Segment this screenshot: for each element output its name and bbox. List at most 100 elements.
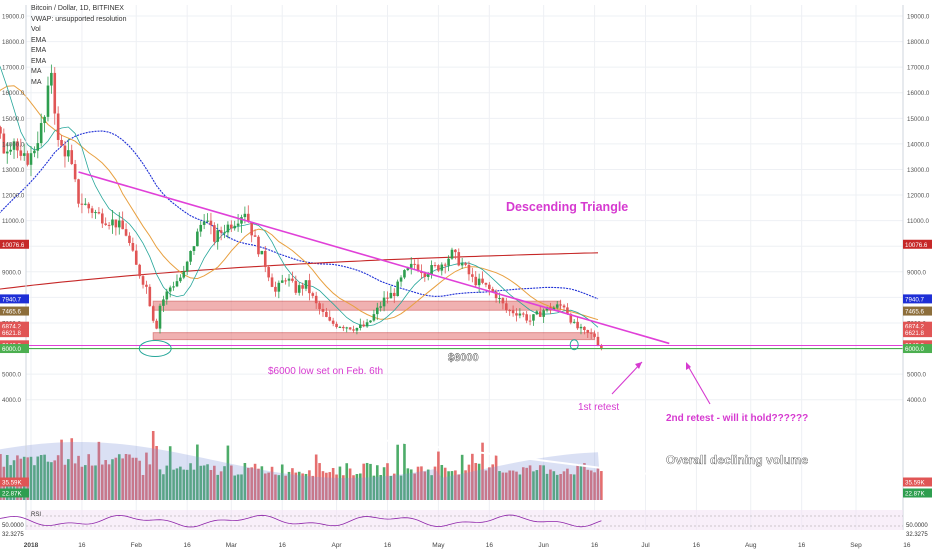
indicator-ema-1[interactable]: EMA (31, 36, 47, 44)
candle-body (369, 320, 372, 323)
candle-body (60, 139, 63, 146)
volume-bar (498, 471, 501, 500)
volume-bar (443, 467, 447, 500)
candle-body (236, 223, 240, 226)
indicator-vol[interactable]: Vol (31, 26, 41, 33)
volume-bar (233, 475, 236, 500)
price-tag-right (903, 239, 932, 249)
volume-bar (240, 474, 243, 500)
candle-body (331, 320, 335, 324)
volume-bar (196, 444, 199, 500)
price-tag-left (0, 306, 29, 316)
candle-body (430, 265, 433, 275)
rsi-line (0, 514, 602, 528)
volume-bar (365, 462, 369, 500)
y-tick-right: 19000.0 (907, 14, 930, 21)
candle-body (359, 324, 362, 328)
volume-bar (253, 463, 257, 500)
x-tick-label: Mar (226, 542, 238, 549)
candle-body (328, 316, 332, 321)
volume-bar (515, 471, 518, 500)
candle-body (5, 151, 9, 154)
candle-body (314, 295, 318, 304)
indicator-vwap[interactable]: VWAP: unsupported resolution (31, 15, 127, 23)
volume-bar (552, 471, 556, 500)
candle-body (396, 281, 399, 297)
candle-body (488, 284, 491, 289)
candle-body (162, 299, 165, 306)
volume-bar (179, 466, 182, 500)
symbol-title[interactable]: Bitcoin / Dollar, 1D, BITFINEX (31, 5, 124, 12)
volume-bar (185, 469, 189, 500)
volume-bar (206, 464, 209, 500)
volume-bar (46, 461, 50, 500)
candle-body (311, 293, 315, 296)
volume-bar (589, 470, 593, 500)
candle-body (382, 297, 386, 307)
candle-body (481, 278, 484, 283)
candle-body (138, 264, 141, 277)
indicator-ma-2[interactable]: MA (31, 78, 42, 86)
volume-bar (325, 472, 328, 500)
candle-body (521, 313, 525, 315)
candle-body (63, 145, 67, 157)
y-tick-left: 17000.0 (2, 65, 25, 72)
candle-body (84, 203, 87, 205)
volume-tag-label-left: 35.59K (2, 480, 22, 487)
volume-bar (308, 470, 311, 500)
price-tag-label-right: 6874.2 (905, 324, 924, 331)
candle-body (209, 220, 213, 226)
candle-body (97, 212, 101, 214)
candle-body (165, 291, 169, 300)
volume-bar (579, 465, 583, 500)
candle-body (325, 311, 328, 317)
candle-body (202, 221, 206, 225)
ema-20-line (0, 85, 599, 321)
volume-bar (53, 460, 57, 500)
volume-bar (104, 460, 107, 500)
indicator-ema-2[interactable]: EMA (31, 47, 47, 54)
candle-body (16, 141, 19, 151)
candle-body (372, 314, 376, 321)
volume-bar (375, 465, 379, 500)
candle-body (114, 219, 118, 228)
volume-bar (460, 454, 464, 500)
candle-body (335, 323, 338, 328)
volume-bar (593, 472, 596, 500)
candle-body (291, 278, 294, 281)
volume-bar (263, 473, 267, 500)
price-tag-label-left: 7940.7 (2, 296, 21, 303)
x-tick-label: Apr (331, 542, 342, 549)
volume-ma-area (0, 442, 602, 500)
price-tag-label-right: 6000.0 (905, 346, 924, 353)
candle-body (22, 153, 26, 156)
volume-bar (505, 472, 508, 500)
candle-body (426, 274, 430, 277)
triangle-label: Descending Triangle (506, 200, 628, 214)
level-6000-label: $6000 (448, 352, 479, 364)
candle-body (525, 314, 528, 321)
indicator-ma-1[interactable]: MA (31, 68, 42, 75)
volume-bar (236, 474, 240, 500)
volume-tag-right (903, 488, 932, 498)
price-tag-label-left: 6621.8 (2, 330, 21, 337)
volume-bar (219, 471, 223, 500)
volume-bar (576, 464, 579, 500)
indicator-ema-3[interactable]: EMA (31, 57, 47, 65)
volume-bar (437, 451, 440, 500)
volume-bar (586, 469, 590, 500)
candle-body (559, 304, 562, 306)
y-tick-right: 11000.0 (907, 218, 929, 225)
candle-body (528, 320, 532, 322)
volume-bar (545, 473, 549, 500)
volume-bar (528, 465, 532, 500)
candle-body (223, 232, 226, 234)
candle-body (409, 263, 413, 268)
candle-body (250, 221, 253, 236)
volume-bar (67, 459, 70, 500)
volume-bar (43, 454, 46, 500)
candle-body (158, 305, 162, 329)
volume-bar (39, 455, 43, 500)
price-tag-label-left: 10076.6 (2, 242, 25, 249)
retest-2-arrow (687, 365, 711, 405)
